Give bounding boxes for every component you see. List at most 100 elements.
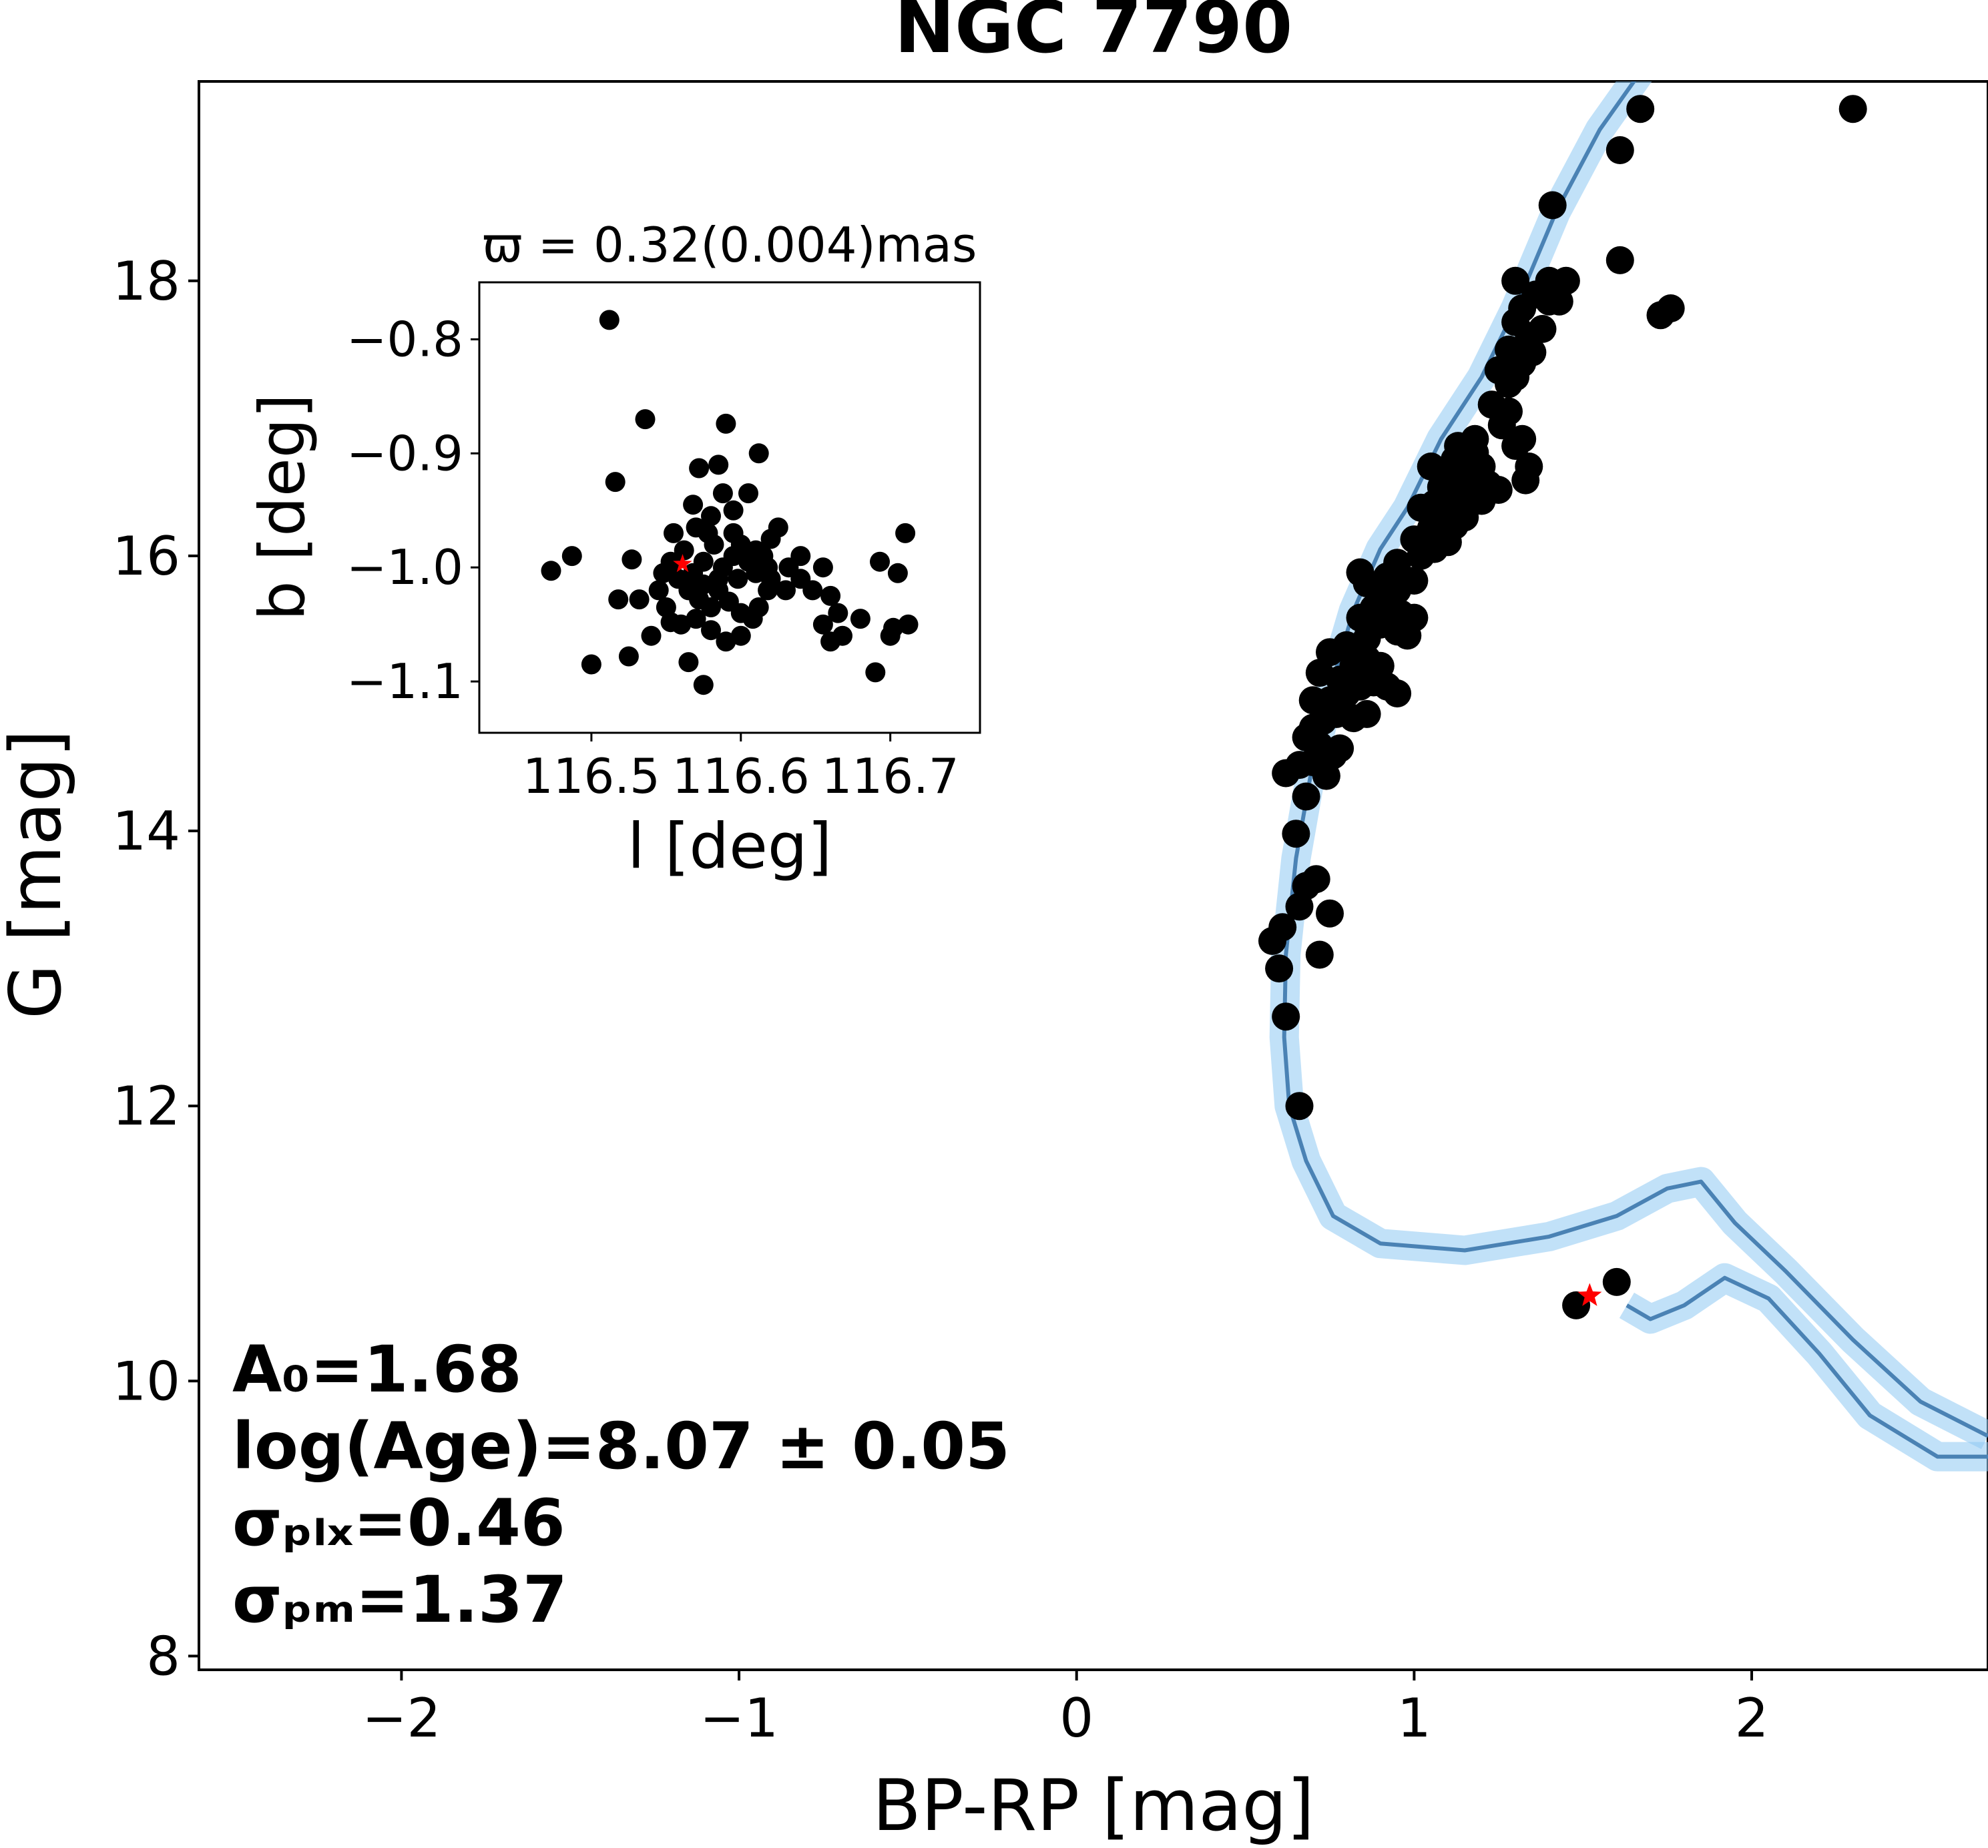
cmd-point bbox=[1538, 191, 1567, 220]
inset-point bbox=[648, 580, 669, 601]
x-tick-label: −1 bbox=[700, 1687, 778, 1749]
cmd-point bbox=[1602, 1267, 1631, 1296]
inset-point bbox=[561, 546, 582, 567]
cmd-point bbox=[1352, 699, 1381, 728]
inset-y-tick-label: −1.0 bbox=[346, 539, 463, 595]
inset-point bbox=[608, 589, 629, 610]
inset-point bbox=[760, 569, 781, 589]
inset-x-axis-label: l [deg] bbox=[628, 810, 832, 883]
inset-point bbox=[895, 523, 916, 543]
inset-y-tick-label: −0.9 bbox=[346, 425, 463, 481]
inset-point bbox=[605, 472, 626, 493]
y-tick-label: 18 bbox=[112, 250, 180, 312]
cmd-point bbox=[1305, 940, 1334, 969]
y-tick-label: 10 bbox=[112, 1350, 180, 1412]
y-tick-label: 8 bbox=[146, 1625, 180, 1687]
x-tick-label: 1 bbox=[1397, 1687, 1431, 1749]
isochrone-line-main bbox=[1282, 81, 1988, 1438]
inset-points bbox=[541, 310, 919, 695]
inset-point bbox=[664, 523, 684, 543]
inset-point bbox=[753, 546, 774, 567]
y-tick-label: 16 bbox=[112, 525, 180, 587]
inset-title: ϖ = 0.32(0.004)mas bbox=[483, 217, 977, 273]
x-axis-label: BP-RP [mag] bbox=[873, 1765, 1314, 1847]
inset-point bbox=[812, 557, 833, 578]
inset-x-tick-label: 116.6 bbox=[672, 748, 810, 804]
inset-point bbox=[635, 409, 656, 430]
cmd-point bbox=[1562, 1291, 1591, 1319]
inset-point bbox=[723, 500, 744, 521]
inset-point bbox=[653, 563, 674, 583]
isochrone-line-loop bbox=[1626, 1275, 1988, 1459]
inset-point bbox=[641, 625, 662, 646]
inset-point bbox=[678, 652, 699, 673]
cmd-point bbox=[1285, 1092, 1314, 1121]
inset-point bbox=[742, 609, 763, 629]
cmd-point bbox=[1484, 476, 1513, 504]
cmd-point bbox=[1417, 452, 1445, 481]
inset-point bbox=[880, 625, 901, 646]
inset-point bbox=[776, 580, 796, 601]
cmd-point bbox=[1838, 95, 1867, 123]
cmd-point bbox=[1346, 558, 1375, 587]
cmd-point bbox=[1400, 567, 1429, 595]
inset-point bbox=[738, 483, 758, 504]
cmd-point bbox=[1501, 266, 1530, 295]
inset-point bbox=[541, 561, 561, 581]
isochrone-curve bbox=[1282, 81, 1988, 1459]
inset-y-axis-label: b [deg] bbox=[246, 394, 319, 621]
inset-point bbox=[870, 551, 890, 572]
inset-point bbox=[629, 589, 650, 610]
y-tick-label: 12 bbox=[112, 1075, 180, 1137]
inset-point bbox=[850, 609, 871, 629]
y-axis-label: G [mag] bbox=[0, 729, 77, 1019]
inset-point bbox=[701, 597, 721, 617]
x-tick-label: −2 bbox=[362, 1687, 441, 1749]
inset-point bbox=[712, 483, 733, 504]
inset-point bbox=[887, 563, 908, 583]
chart-title: NGC 7790 bbox=[895, 0, 1292, 69]
inset-point bbox=[674, 540, 694, 561]
inset-point bbox=[671, 614, 692, 635]
cmd-point bbox=[1366, 651, 1395, 680]
inset-point bbox=[581, 654, 601, 675]
inset-point bbox=[689, 458, 710, 479]
inset-point bbox=[748, 443, 769, 464]
cmd-point bbox=[1268, 913, 1297, 942]
cepheid-star-marker bbox=[1577, 1283, 1602, 1306]
inset-point bbox=[730, 625, 751, 646]
inset-point bbox=[701, 506, 721, 527]
annotation-extinction: A₀=1.68 bbox=[232, 1332, 522, 1407]
cmd-point bbox=[1511, 466, 1540, 495]
inset-y-tick-label: −0.8 bbox=[346, 311, 463, 367]
cmd-point bbox=[1272, 1002, 1300, 1031]
inset-point bbox=[693, 675, 714, 695]
main-axes-frame bbox=[198, 80, 1988, 1671]
inset-point bbox=[683, 495, 704, 515]
inset-point bbox=[599, 310, 619, 330]
cmd-point bbox=[1298, 686, 1327, 715]
inset-point bbox=[622, 549, 642, 570]
isochrone-uncertainty-band bbox=[1269, 81, 1988, 1472]
inset-point bbox=[898, 614, 919, 635]
cmd-point bbox=[1383, 679, 1412, 707]
cmd-point bbox=[1551, 266, 1580, 295]
inset-point bbox=[701, 620, 721, 641]
inset-point bbox=[728, 569, 748, 589]
cmd-point bbox=[1265, 954, 1294, 983]
inset-point bbox=[716, 413, 736, 434]
x-tick-label: 0 bbox=[1059, 1687, 1093, 1749]
inset-point bbox=[812, 614, 833, 635]
inset-point bbox=[708, 580, 729, 601]
y-tick-label: 14 bbox=[112, 800, 180, 862]
cmd-point bbox=[1605, 136, 1634, 164]
inset-point bbox=[768, 517, 788, 538]
inset-axis-ticks: 116.5 116.6 116.7 −0.8 −0.9 −1.0 −1.1 bbox=[346, 311, 959, 804]
cmd-point bbox=[1495, 335, 1523, 364]
x-tick-label: 2 bbox=[1735, 1687, 1769, 1749]
inset-cepheid-star-marker bbox=[673, 554, 692, 573]
cmd-points bbox=[1258, 95, 1867, 1319]
inset-point bbox=[820, 631, 841, 652]
annotation-age: log(Age)=8.07 ± 0.05 bbox=[232, 1409, 1010, 1484]
cmd-point bbox=[1302, 865, 1330, 894]
